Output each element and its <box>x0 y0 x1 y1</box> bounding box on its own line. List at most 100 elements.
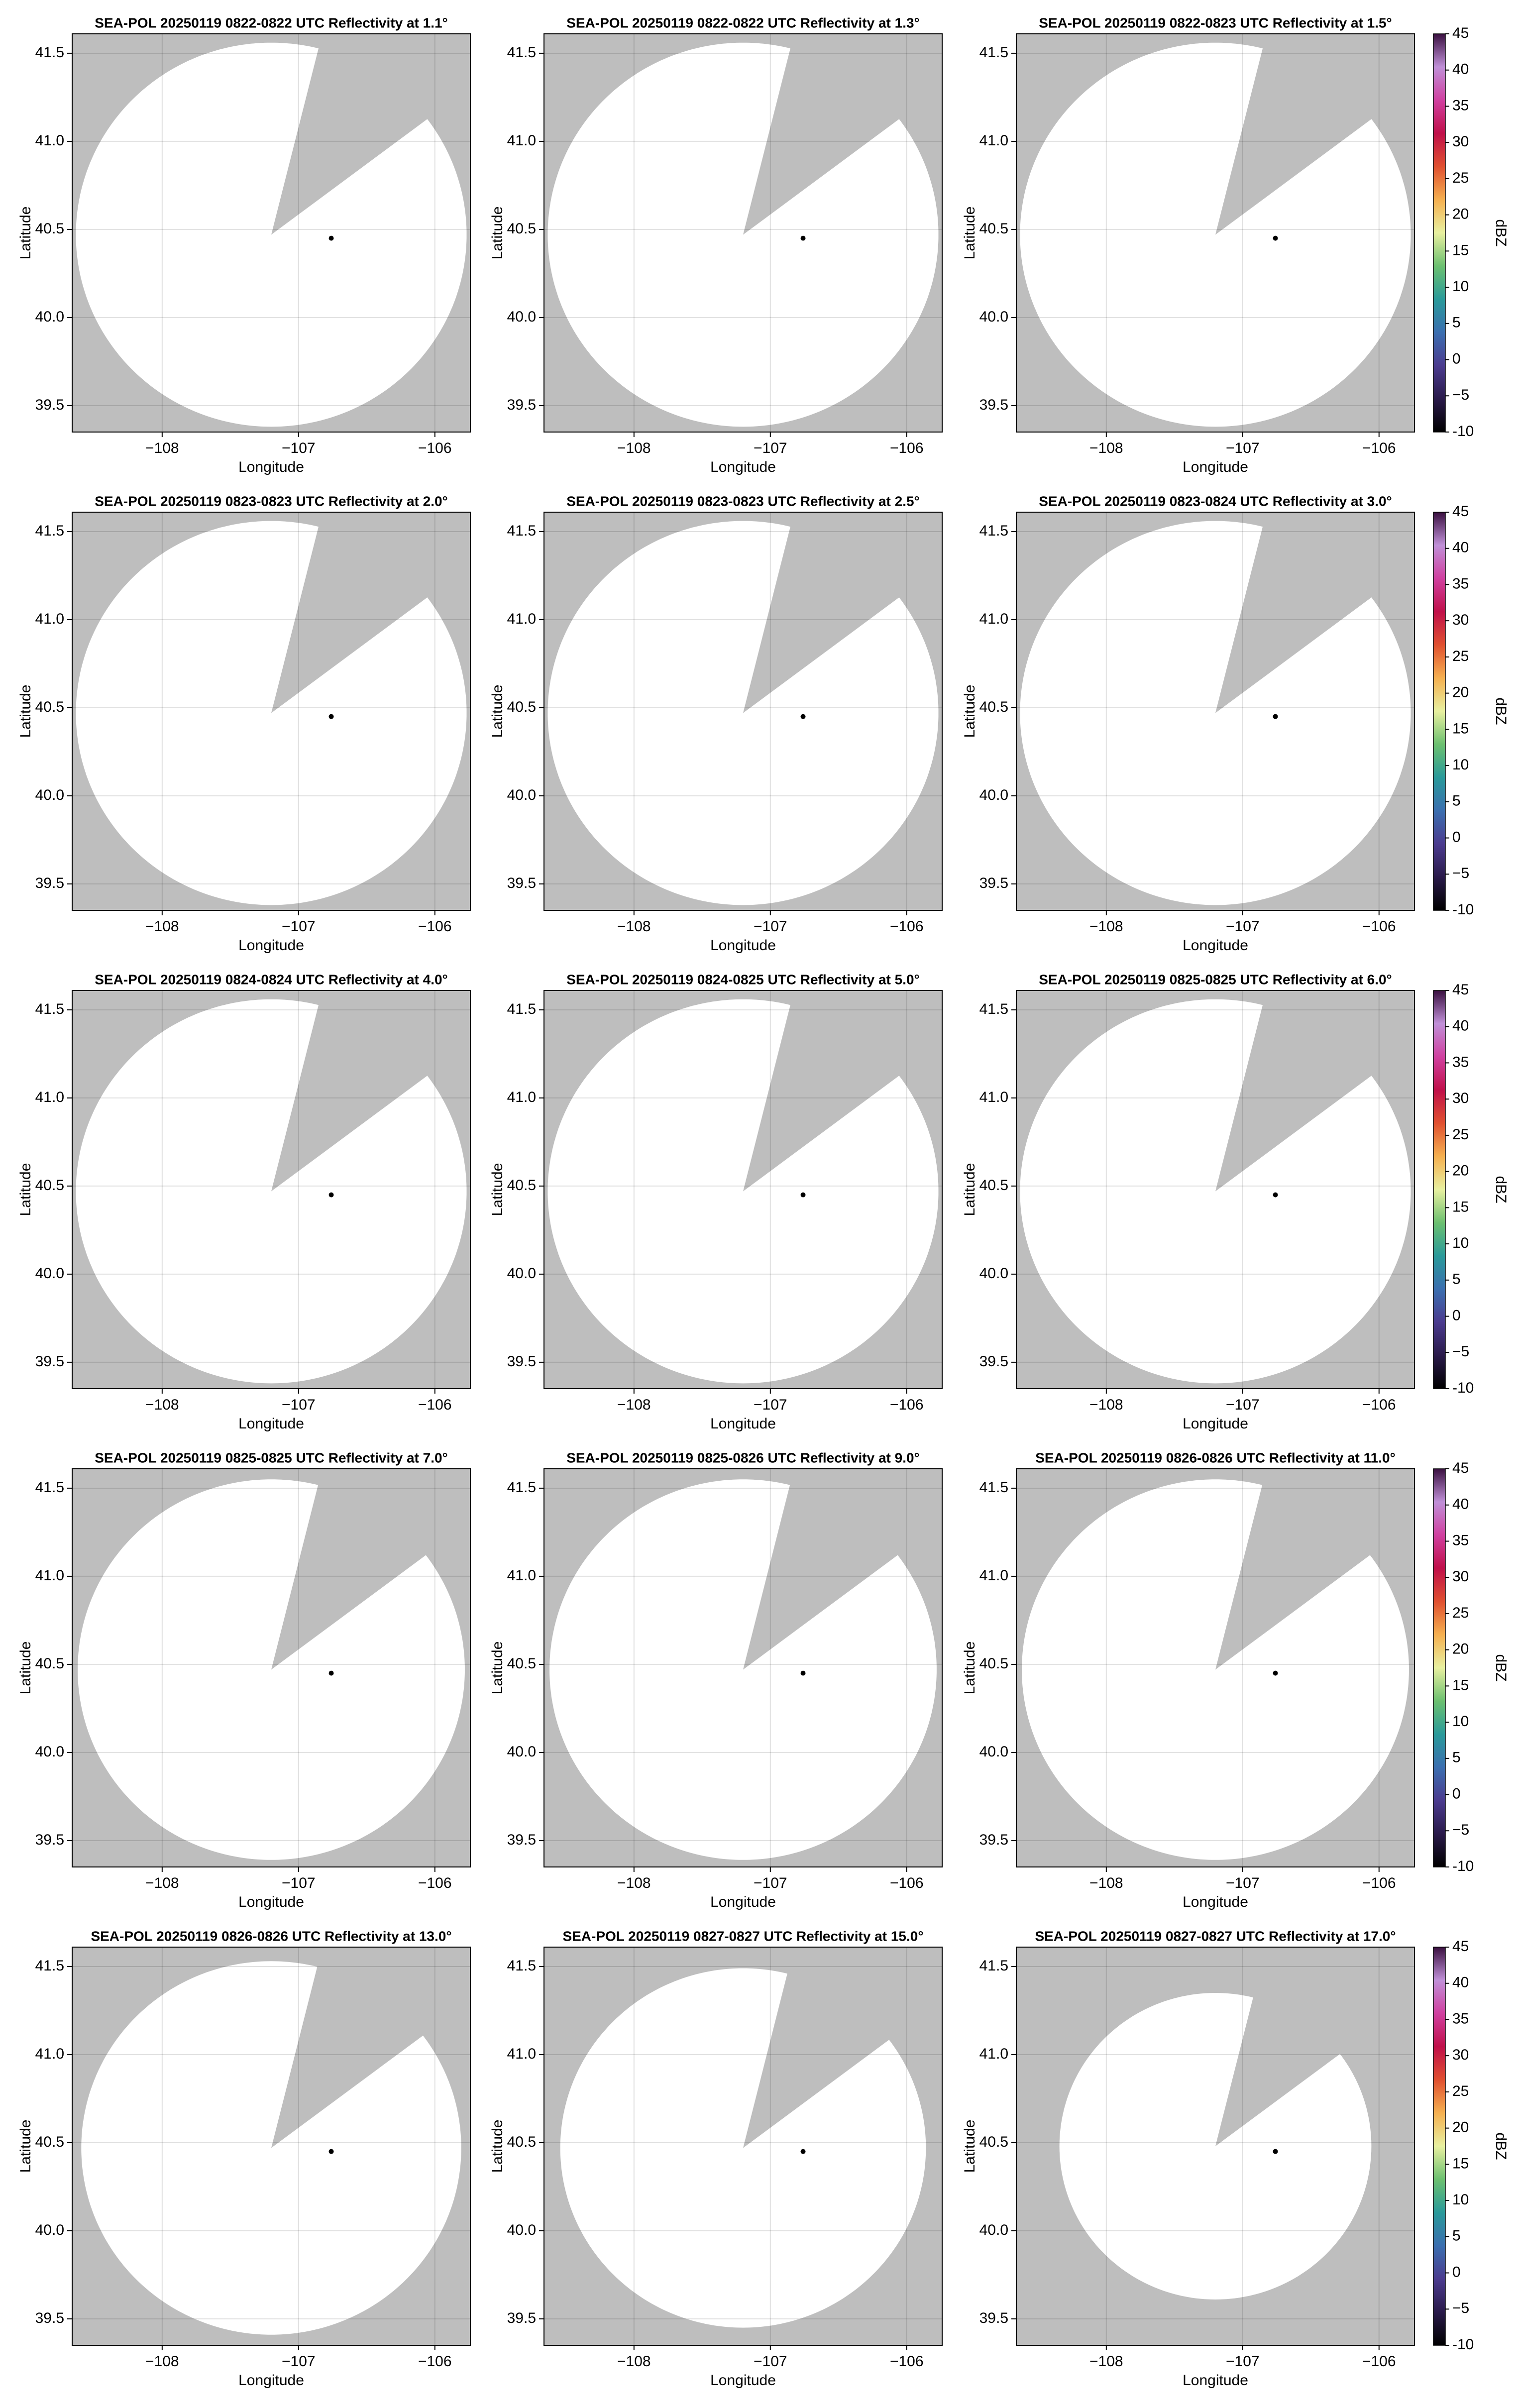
y-tick-label: 39.5 <box>35 1832 64 1848</box>
y-tick-label: 40.0 <box>979 2222 1008 2238</box>
colorbar <box>1433 990 1446 1389</box>
chart-title: SEA-POL 20250119 0822-0822 UTC Reflectiv… <box>566 15 920 30</box>
radar-coverage <box>81 1961 461 2335</box>
colorbar-tick-label: 10 <box>1452 278 1469 295</box>
x-axis-label: Longitude <box>1183 1894 1248 1910</box>
x-axis-label: Longitude <box>238 2372 304 2389</box>
colorbar-tick-label: 40 <box>1452 61 1469 78</box>
y-tick-label: 41.5 <box>507 1958 536 1974</box>
x-axis-label: Longitude <box>710 1416 776 1432</box>
panel: −108 −107 −106 39.5 40.0 40.5 41.0 41.5 SEA-POL … <box>17 1450 471 1910</box>
y-tick-label: 40.5 <box>979 1655 1008 1672</box>
site-marker <box>1273 714 1278 719</box>
site-marker <box>328 2149 334 2154</box>
y-axis-label: Latitude <box>962 1642 978 1695</box>
y-tick-label: 40.0 <box>979 1744 1008 1760</box>
y-tick-label: 41.5 <box>35 1479 64 1496</box>
site-marker <box>328 1670 334 1676</box>
chart-title: SEA-POL 20250119 0827-0827 UTC Reflectiv… <box>1035 1928 1396 1944</box>
x-tick-label: −108 <box>617 918 651 935</box>
colorbar-tick-label: -10 <box>1452 901 1474 918</box>
chart-title: SEA-POL 20250119 0823-0823 UTC Reflectiv… <box>566 493 920 509</box>
x-tick-label: −106 <box>418 440 452 456</box>
y-tick-label: 41.5 <box>507 44 536 61</box>
colorbar-tick-label: 20 <box>1452 1641 1469 1657</box>
y-tick-label: 40.0 <box>35 1744 64 1760</box>
plot-area <box>544 990 942 1389</box>
y-tick-label: 39.5 <box>507 2310 536 2326</box>
colorbar-tick-label: 25 <box>1452 1126 1469 1143</box>
x-tick-label: −107 <box>1226 918 1260 935</box>
y-tick-label: 41.0 <box>979 611 1008 627</box>
x-tick-label: −108 <box>617 1875 651 1891</box>
colorbar-tick-label: 40 <box>1452 1974 1469 1991</box>
chart-title: SEA-POL 20250119 0826-0826 UTC Reflectiv… <box>1035 1450 1396 1465</box>
x-tick-label: −106 <box>418 1875 452 1891</box>
y-tick-label: 40.0 <box>35 309 64 325</box>
y-tick-label: 41.0 <box>979 132 1008 149</box>
colorbar-tick-label: 15 <box>1452 2155 1469 2172</box>
y-tick-label: 39.5 <box>35 397 64 413</box>
colorbar-tick-label: 20 <box>1452 1163 1469 1179</box>
panel: −108 −107 −106 39.5 40.0 40.5 41.0 41.5 SEA-POL … <box>17 1928 471 2389</box>
y-tick-label: 41.0 <box>507 611 536 627</box>
plot-area <box>1016 512 1414 910</box>
y-tick-label: 39.5 <box>35 2310 64 2326</box>
site-marker <box>800 714 806 719</box>
x-tick-label: −107 <box>754 1875 787 1891</box>
panel: −108 −107 −106 39.5 40.0 40.5 41.0 41.5 SEA-POL … <box>962 1928 1509 2389</box>
colorbar-tick-label: 35 <box>1452 575 1469 592</box>
colorbar-tick-label: 35 <box>1452 1532 1469 1548</box>
colorbar-tick-label: 40 <box>1452 540 1469 556</box>
y-tick-label: 40.5 <box>35 699 64 715</box>
panel: −108 −107 −106 39.5 40.0 40.5 41.0 41.5 SEA-POL … <box>489 1928 943 2389</box>
site-marker <box>1273 235 1278 241</box>
plot-area <box>1016 1469 1414 1867</box>
colorbar-tick-label: 5 <box>1452 1271 1461 1288</box>
radar-coverage <box>547 521 939 905</box>
plot-area <box>1016 990 1414 1389</box>
axes-frame <box>72 1468 471 1867</box>
colorbar-tick-label: 35 <box>1452 97 1469 113</box>
x-tick-label: −107 <box>1226 2353 1260 2370</box>
chart-title: SEA-POL 20250119 0822-0822 UTC Reflectiv… <box>95 15 448 30</box>
y-tick-label: 39.5 <box>507 1353 536 1370</box>
panel: −108 −107 −106 39.5 40.0 40.5 41.0 41.5 SEA-POL … <box>17 972 471 1432</box>
y-tick-label: 41.0 <box>35 2046 64 2062</box>
axes-frame <box>1016 33 1415 433</box>
x-tick-label: −108 <box>145 918 179 935</box>
colorbar-tick-label: −5 <box>1452 1343 1469 1360</box>
x-tick-label: −107 <box>754 918 787 935</box>
colorbar-tick-label: 30 <box>1452 1568 1469 1585</box>
x-tick-label: −107 <box>1226 440 1260 456</box>
colorbar-label: dBZ <box>1493 1176 1509 1203</box>
x-tick-label: −108 <box>1089 2353 1123 2370</box>
plot-area <box>544 1469 942 1867</box>
y-tick-label: 41.5 <box>979 44 1008 61</box>
x-axis-label: Longitude <box>1183 459 1248 475</box>
y-tick-label: 41.0 <box>979 1089 1008 1105</box>
colorbar <box>1433 1468 1446 1867</box>
colorbar-tick-label: 5 <box>1452 793 1461 809</box>
y-tick-label: 40.0 <box>35 787 64 803</box>
axes-frame <box>1016 512 1415 911</box>
colorbar-label: dBZ <box>1493 219 1509 246</box>
colorbar-tick-label: 0 <box>1452 1307 1461 1323</box>
x-tick-label: −108 <box>617 2353 651 2370</box>
y-tick-label: 40.0 <box>507 1744 536 1760</box>
y-tick-label: 41.5 <box>979 523 1008 539</box>
x-tick-label: −106 <box>418 2353 452 2370</box>
plot-area <box>544 512 942 910</box>
y-tick-label: 40.0 <box>507 1265 536 1282</box>
x-tick-label: −108 <box>617 1397 651 1413</box>
colorbar-tick-label: 30 <box>1452 612 1469 628</box>
axes-frame <box>543 512 943 911</box>
x-tick-label: −107 <box>282 1875 316 1891</box>
colorbar-tick-label: 45 <box>1452 25 1469 41</box>
y-tick-label: 41.5 <box>979 1958 1008 1974</box>
panel: −108 −107 −106 39.5 40.0 40.5 41.0 41.5 SEA-POL … <box>17 493 471 954</box>
y-axis-label: Latitude <box>489 207 506 260</box>
x-tick-label: −108 <box>145 440 179 456</box>
colorbar-label: dBZ <box>1493 1654 1509 1681</box>
chart-title: SEA-POL 20250119 0827-0827 UTC Reflectiv… <box>562 1928 923 1944</box>
